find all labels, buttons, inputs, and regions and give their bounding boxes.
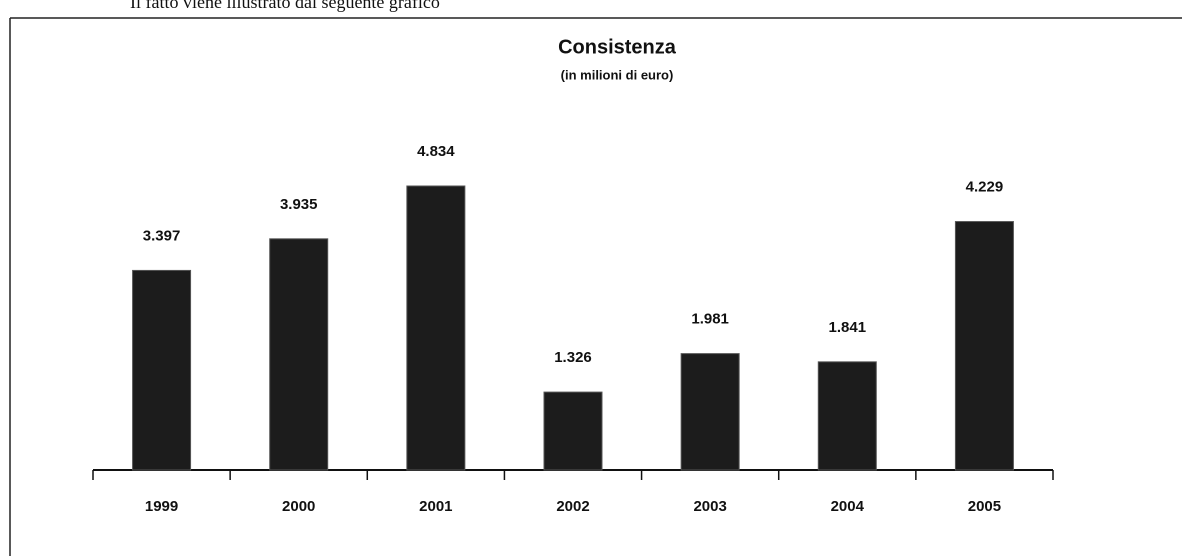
value-label: 1.981 xyxy=(691,311,729,328)
x-tick-label: 2005 xyxy=(968,498,1001,515)
bar xyxy=(680,353,740,471)
chart-title: Consistenza xyxy=(558,36,677,58)
bar xyxy=(406,185,466,471)
value-label: 1.841 xyxy=(829,319,867,336)
chart-subtitle: (in milioni di euro) xyxy=(561,67,674,82)
bar xyxy=(132,269,192,471)
x-tick-label: 2004 xyxy=(831,498,865,515)
bar xyxy=(543,391,603,471)
bar xyxy=(269,238,329,471)
bar xyxy=(817,361,877,471)
value-label: 4.834 xyxy=(417,143,455,160)
x-tick-label: 2000 xyxy=(282,498,315,515)
x-tick-label: 2002 xyxy=(556,498,589,515)
value-label: 1.326 xyxy=(554,349,592,366)
x-tick-label: 1999 xyxy=(145,498,178,515)
value-label: 3.935 xyxy=(280,196,318,213)
x-tick-label: 2003 xyxy=(693,498,726,515)
value-label: 3.397 xyxy=(143,227,181,244)
header-text: Il fatto viene illustrato dal seguente g… xyxy=(130,0,440,12)
value-label: 4.229 xyxy=(966,179,1004,196)
bar xyxy=(954,221,1014,471)
x-tick-label: 2001 xyxy=(419,498,452,515)
